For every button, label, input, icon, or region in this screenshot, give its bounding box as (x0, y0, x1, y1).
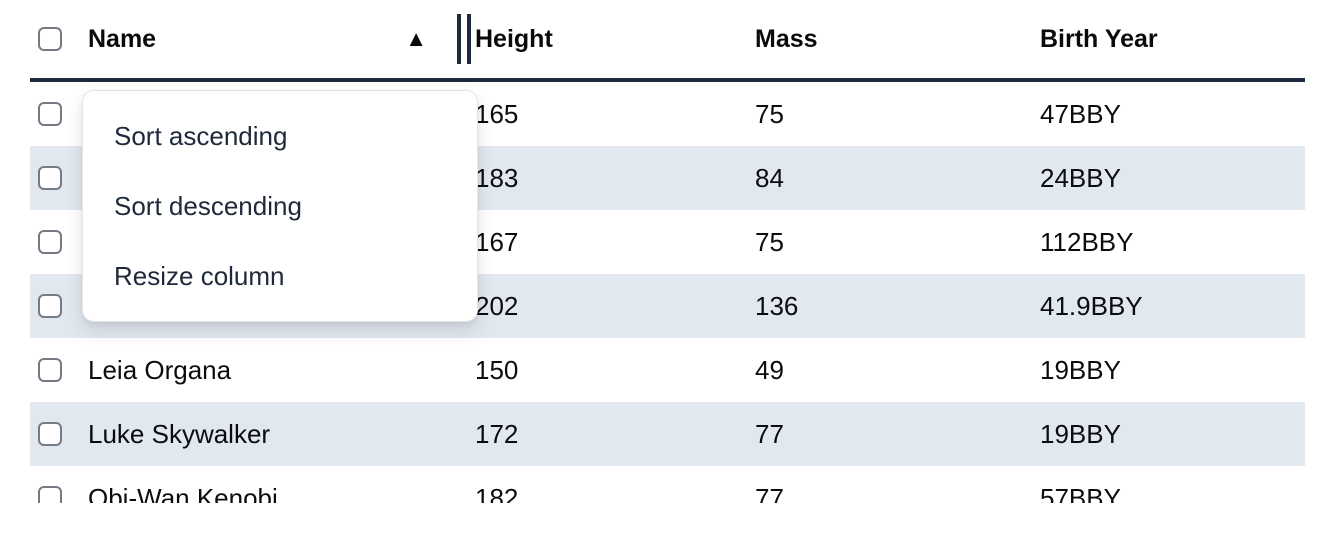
cell-height: 183 (475, 162, 519, 193)
cell-name: Obi-Wan Kenobi (88, 482, 278, 504)
cell-birth-year: 24BBY (1040, 162, 1121, 193)
row-checkbox[interactable] (38, 230, 62, 254)
cell-birth-year: 112BBY (1040, 226, 1134, 257)
select-all-checkbox[interactable] (38, 27, 62, 51)
row-checkbox[interactable] (38, 358, 62, 382)
cell-height: 202 (475, 290, 519, 321)
cell-name: Leia Organa (88, 354, 232, 385)
cell-mass: 136 (755, 290, 799, 321)
resize-bar-icon (467, 14, 471, 64)
sort-ascending-icon: ▲ (405, 26, 427, 51)
row-checkbox[interactable] (38, 102, 62, 126)
table-row: Leia Organa 150 49 19BBY (30, 338, 1305, 402)
row-checkbox-cell (30, 230, 88, 254)
column-context-menu: Sort ascending Sort descending Resize co… (82, 90, 478, 322)
column-header-name-label: Name (88, 24, 157, 53)
cell-name: Luke Skywalker (88, 418, 271, 449)
row-checkbox-cell (30, 422, 88, 446)
row-checkbox[interactable] (38, 294, 62, 318)
cell-mass: 75 (755, 98, 784, 129)
row-checkbox-cell (30, 102, 88, 126)
cell-birth-year: 19BBY (1040, 354, 1121, 385)
menu-item-resize-column[interactable]: Resize column (83, 241, 477, 311)
column-header-birth-year[interactable]: Birth Year (1040, 24, 1158, 53)
cell-birth-year: 47BBY (1040, 98, 1121, 129)
column-header-height[interactable]: Height (475, 24, 553, 53)
table-row: Obi-Wan Kenobi 182 77 57BBY (30, 466, 1305, 503)
row-checkbox-cell (30, 166, 88, 190)
cell-birth-year: 19BBY (1040, 418, 1121, 449)
cell-birth-year: 57BBY (1040, 482, 1121, 504)
row-checkbox-cell (30, 358, 88, 382)
table-header-row: Name ▲ Height Mass Birth Year (30, 0, 1305, 82)
cell-height: 182 (475, 482, 519, 504)
table-row: Luke Skywalker 172 77 19BBY (30, 402, 1305, 466)
resize-bar-icon (457, 14, 461, 64)
cell-height: 150 (475, 354, 519, 385)
column-header-name[interactable]: Name ▲ (88, 14, 475, 64)
column-resize-handle[interactable] (457, 14, 471, 64)
cell-height: 165 (475, 98, 519, 129)
menu-item-sort-descending[interactable]: Sort descending (83, 171, 477, 241)
row-checkbox[interactable] (38, 486, 62, 503)
row-checkbox-cell (30, 294, 88, 318)
cell-birth-year: 41.9BBY (1040, 290, 1143, 321)
cell-mass: 75 (755, 226, 784, 257)
row-checkbox-cell (30, 486, 88, 503)
cell-height: 172 (475, 418, 519, 449)
cell-mass: 84 (755, 162, 784, 193)
row-checkbox[interactable] (38, 422, 62, 446)
menu-item-sort-ascending[interactable]: Sort ascending (83, 101, 477, 171)
cell-height: 167 (475, 226, 519, 257)
header-checkbox-cell (30, 27, 88, 51)
column-header-mass[interactable]: Mass (755, 24, 818, 53)
cell-mass: 77 (755, 418, 784, 449)
cell-mass: 49 (755, 354, 784, 385)
row-checkbox[interactable] (38, 166, 62, 190)
cell-mass: 77 (755, 482, 784, 504)
